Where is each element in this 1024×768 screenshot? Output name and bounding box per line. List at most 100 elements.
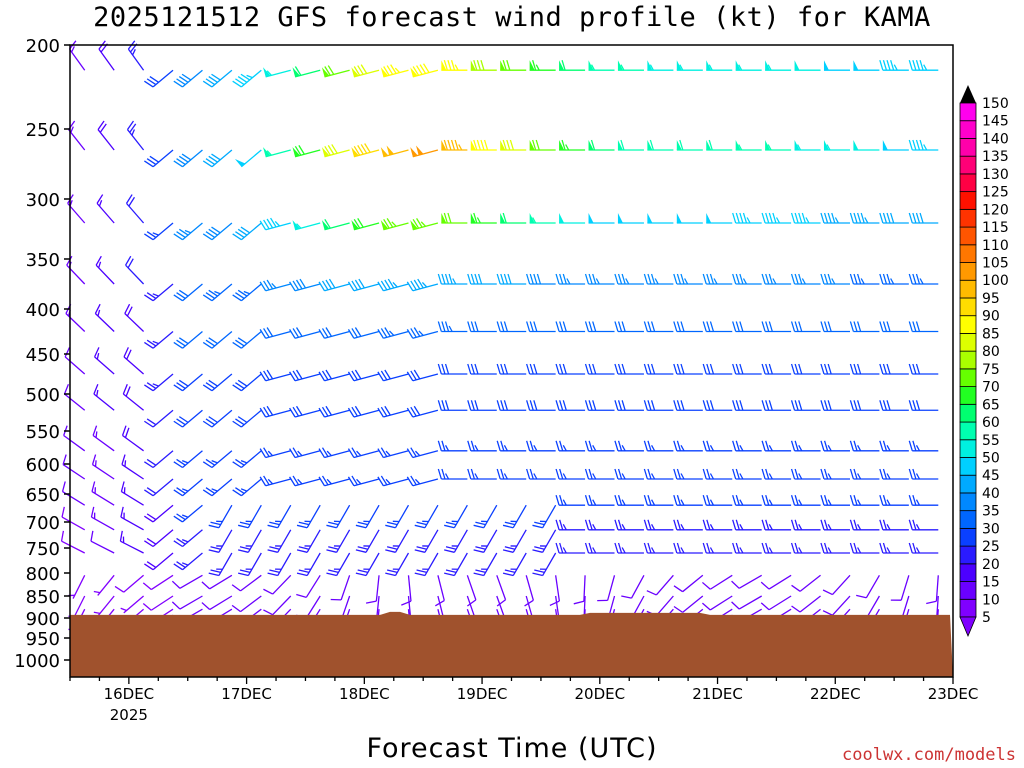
barb-feather: [584, 542, 590, 554]
wind-barb: [355, 504, 380, 529]
wind-barb: [702, 519, 733, 531]
barb-feather: [470, 321, 476, 332]
barb-feather: [208, 524, 220, 529]
barb-half-feather: [181, 562, 189, 566]
barb-feather: [467, 440, 472, 451]
wind-barb: [61, 506, 86, 531]
barb-feather: [820, 363, 825, 375]
wind-barb: [643, 321, 674, 333]
barb-feather: [882, 519, 888, 530]
barb-feather: [529, 321, 534, 332]
barb-staff: [682, 595, 704, 613]
wind-barb: [296, 552, 321, 577]
barb-staff: [336, 552, 351, 576]
barb-feather: [732, 363, 737, 375]
barb-staff: [324, 283, 350, 292]
barb-feather: [765, 212, 770, 224]
wind-barb: [318, 447, 350, 459]
barb-feather: [790, 321, 796, 332]
barb-pennant: [676, 60, 682, 71]
wind-barb: [849, 212, 880, 224]
barb-feather: [354, 405, 362, 416]
barb-feather: [474, 400, 479, 411]
barb-half-feather: [768, 444, 773, 452]
barb-staff: [265, 409, 291, 418]
barb-feather: [534, 546, 545, 550]
wind-barb: [259, 369, 291, 382]
barb-feather: [267, 572, 278, 577]
x-tick-label: 20DEC: [575, 685, 626, 703]
wind-barb: [790, 363, 821, 375]
barb-staff: [152, 450, 174, 469]
barb-feather: [588, 542, 593, 554]
y-tick-label: 200: [26, 36, 60, 57]
barb-feather: [886, 273, 891, 285]
wind-barb: [144, 331, 174, 349]
barb-staff: [383, 450, 409, 459]
wind-barb: [470, 212, 497, 224]
barb-feather: [676, 363, 682, 375]
barb-feather: [647, 363, 652, 375]
wind-barb: [673, 495, 703, 506]
barb-staff: [123, 574, 145, 593]
wind-barb: [93, 574, 115, 596]
barb-feather: [475, 569, 486, 574]
barb-feather: [178, 416, 189, 423]
barb-feather: [673, 468, 678, 480]
barb-half-feather: [211, 459, 218, 464]
barb-half-feather: [742, 278, 748, 285]
barb-pennant: [706, 140, 712, 150]
barb-staff: [655, 595, 674, 617]
barb-feather: [735, 321, 740, 332]
wind-barb: [849, 273, 880, 285]
barb-feather: [617, 321, 623, 332]
barb-feather: [647, 495, 652, 506]
barb-feather: [357, 546, 368, 550]
barb-half-feather: [297, 450, 303, 457]
wind-barb: [702, 542, 733, 554]
barb-pennant: [321, 220, 330, 230]
barb-feather: [823, 542, 829, 554]
barb-feather: [146, 382, 157, 389]
barb-staff: [125, 264, 145, 285]
barb-feather: [500, 321, 505, 332]
barb-half-feather: [798, 473, 803, 480]
barb-feather: [412, 218, 420, 229]
wind-barb: [406, 327, 439, 339]
barb-feather: [94, 303, 101, 314]
barb-feather: [562, 273, 567, 285]
barb-staff: [218, 552, 233, 576]
barb-pennant: [706, 60, 712, 71]
barb-half-feather: [120, 607, 127, 612]
barb-feather: [790, 519, 796, 530]
barb-half-feather: [713, 278, 718, 285]
wind-barb: [377, 447, 409, 459]
barb-feather: [377, 329, 384, 339]
barb-staff: [306, 504, 321, 529]
wind-barb: [820, 212, 850, 224]
barb-feather: [735, 363, 740, 375]
barb-half-feather: [124, 460, 127, 467]
barb-staff: [182, 409, 203, 428]
barb-feather: [324, 66, 331, 76]
wind-barb: [765, 60, 792, 71]
barb-feather: [380, 447, 388, 457]
barb-half-feather: [532, 217, 537, 224]
barb-staff: [935, 575, 939, 602]
wind-barb: [437, 363, 468, 375]
barb-staff: [394, 529, 410, 553]
barb-feather: [61, 506, 65, 518]
barb-feather: [790, 468, 796, 480]
wind-barb: [380, 218, 409, 231]
barb-half-feather: [915, 523, 921, 531]
barb-half-feather: [834, 217, 839, 224]
wind-barb: [614, 400, 644, 411]
wind-barb: [588, 60, 615, 71]
barb-pennant: [380, 147, 389, 157]
barb-staff: [453, 504, 468, 529]
barb-half-feather: [297, 478, 303, 485]
barb-staff: [799, 595, 821, 613]
barb-feather: [295, 369, 303, 380]
barb-feather: [643, 400, 649, 411]
barb-pennant: [470, 140, 476, 150]
